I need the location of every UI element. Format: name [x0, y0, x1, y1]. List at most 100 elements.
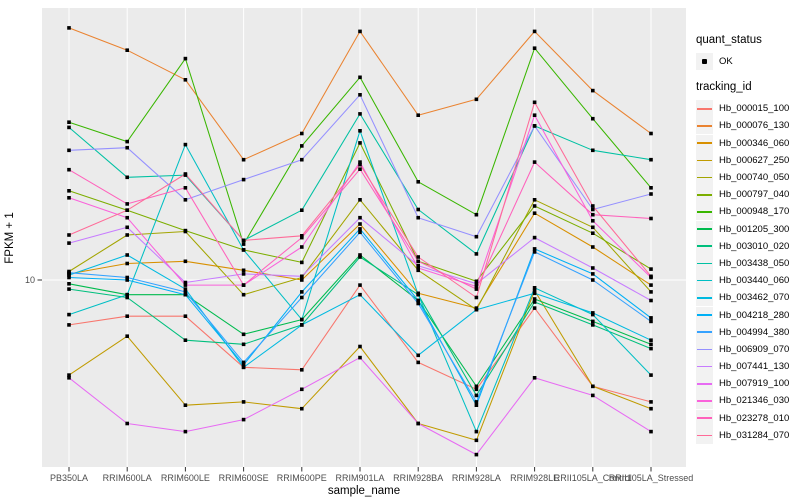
x-tick-label: RRIM600SE — [219, 473, 269, 483]
legend-item-tracking: Hb_000948_170 — [696, 203, 790, 221]
data-point — [125, 139, 129, 144]
data-point — [532, 306, 537, 310]
data-point — [416, 215, 420, 220]
data-point — [67, 26, 71, 30]
data-point — [532, 291, 537, 296]
data-point — [183, 280, 188, 285]
data-point — [649, 429, 653, 434]
data-point — [474, 452, 479, 457]
x-tick-label: RRIM600PE — [277, 473, 327, 483]
line-key-icon — [696, 340, 713, 358]
data-point — [358, 93, 362, 97]
legend-title-tracking-id: tracking_id — [696, 81, 752, 94]
legend-item-label: Hb_003438_050 — [719, 257, 790, 269]
data-point — [474, 97, 479, 102]
data-point — [241, 363, 246, 367]
legend-item-label: Hb_000948_170 — [719, 206, 790, 218]
data-point — [532, 46, 537, 50]
data-point — [474, 287, 479, 291]
data-point — [416, 266, 420, 270]
legend-item-label: Hb_023278_010 — [719, 412, 790, 424]
line-key-icon — [696, 375, 713, 393]
data-point — [358, 198, 362, 202]
legend: quant_status OK tracking_id Hb_000015_10… — [696, 34, 789, 455]
data-point — [241, 360, 246, 365]
data-point — [300, 131, 304, 136]
data-point — [649, 373, 653, 377]
data-point — [241, 400, 246, 404]
data-point — [300, 290, 304, 294]
data-point — [67, 323, 71, 327]
data-point — [125, 233, 129, 237]
data-point — [532, 29, 537, 34]
data-point — [474, 212, 479, 217]
data-point — [532, 286, 537, 290]
data-point — [183, 259, 188, 264]
data-point — [474, 307, 479, 312]
data-point — [67, 189, 71, 193]
data-point — [591, 393, 595, 398]
legend-item-label: Hb_000346_060 — [719, 137, 790, 149]
data-point — [591, 207, 595, 212]
data-point — [649, 342, 653, 347]
line-key-icon — [696, 203, 713, 221]
data-point — [532, 100, 537, 105]
data-point — [474, 284, 479, 289]
line-key-icon — [696, 186, 713, 204]
data-point — [532, 300, 537, 304]
data-point — [649, 298, 653, 303]
data-point — [67, 273, 71, 277]
legend-item-label: Hb_003440_060 — [719, 275, 790, 287]
data-point — [241, 365, 246, 370]
data-point — [300, 208, 304, 212]
line-key-icon — [696, 100, 713, 118]
data-point — [183, 314, 188, 318]
x-tick-label: RRIM928LA — [452, 473, 501, 483]
data-point — [241, 342, 246, 347]
data-point — [532, 250, 537, 254]
data-point — [241, 177, 246, 182]
line-key-icon — [696, 220, 713, 238]
data-point — [300, 245, 304, 249]
legend-item-label: Hb_000076_130 — [719, 120, 790, 132]
data-point — [358, 230, 362, 235]
legend-item-label: Hb_006909_070 — [719, 343, 790, 355]
data-point — [358, 253, 362, 257]
data-point — [358, 129, 362, 133]
legend-item-tracking: Hb_003440_060 — [696, 272, 790, 290]
data-point — [591, 225, 595, 230]
data-point — [241, 238, 246, 243]
data-point — [241, 157, 246, 162]
data-point — [300, 323, 304, 327]
data-point — [358, 292, 362, 297]
data-point — [591, 278, 595, 282]
data-point — [183, 338, 188, 342]
data-point — [532, 204, 537, 208]
data-point — [474, 438, 479, 443]
data-point — [358, 227, 362, 231]
data-point — [67, 233, 71, 237]
data-point — [67, 282, 71, 286]
data-point — [649, 186, 653, 190]
data-point — [591, 319, 595, 324]
line-key-icon — [696, 323, 713, 341]
data-point — [67, 270, 71, 275]
legend-item-label: Hb_001205_300 — [719, 223, 790, 235]
x-tick-label: RRIM600LA — [103, 473, 152, 483]
data-point — [67, 275, 71, 280]
legend-item-label: Hb_000797_040 — [719, 189, 790, 201]
data-point — [591, 219, 595, 223]
data-point — [125, 145, 129, 150]
data-point — [649, 267, 653, 271]
data-point — [300, 317, 304, 322]
data-point — [416, 421, 420, 426]
data-point — [67, 167, 71, 172]
data-point — [358, 75, 362, 80]
data-point — [591, 323, 595, 327]
data-point — [241, 248, 246, 252]
line-key-icon — [696, 151, 713, 169]
data-point — [300, 234, 304, 238]
data-point — [125, 334, 129, 338]
legend-item-tracking: Hb_003462_070 — [696, 289, 789, 307]
